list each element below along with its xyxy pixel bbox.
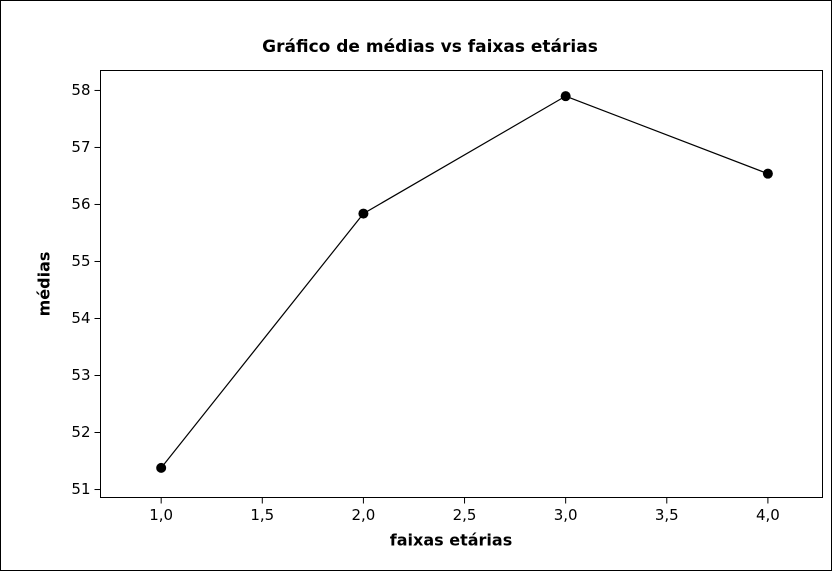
- x-tick-label: 1,5: [250, 506, 274, 524]
- point: [762, 168, 773, 179]
- x-tick-label: 1,0: [149, 506, 173, 524]
- y-tick-label: 56: [71, 195, 90, 213]
- y-tick-label: 58: [71, 81, 90, 99]
- y-tick-label: 52: [71, 423, 90, 441]
- y-axis-label: médias: [35, 252, 54, 317]
- x-tick-label: 3,5: [655, 506, 679, 524]
- x-tick-label: 3,0: [554, 506, 578, 524]
- plot-area: [100, 70, 823, 498]
- y-tick-label: 54: [71, 309, 90, 327]
- x-tick-label: 2,0: [351, 506, 375, 524]
- point: [358, 208, 369, 219]
- point: [560, 91, 571, 102]
- x-axis-label: faixas etárias: [390, 531, 512, 550]
- line: [160, 95, 769, 469]
- x-tick-label: 2,5: [453, 506, 477, 524]
- chart-title: Gráfico de médias vs faixas etárias: [262, 37, 598, 57]
- y-tick-label: 51: [71, 480, 90, 498]
- point: [156, 462, 167, 473]
- y-tick-label: 57: [71, 138, 90, 156]
- y-tick-label: 53: [71, 366, 90, 384]
- x-tick-label: 4,0: [756, 506, 780, 524]
- y-tick-label: 55: [71, 252, 90, 270]
